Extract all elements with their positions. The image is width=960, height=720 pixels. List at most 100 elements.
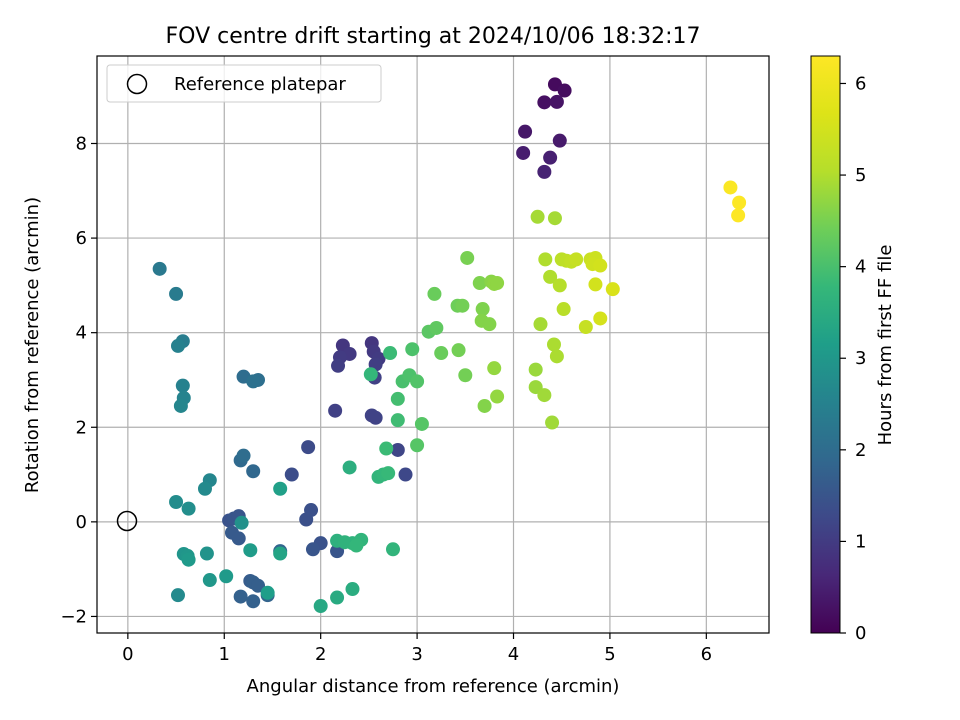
scatter-point [557, 83, 572, 98]
scatter-point [546, 337, 561, 352]
scatter-point [552, 133, 567, 148]
scatter-point [219, 569, 234, 584]
scatter-point [549, 349, 564, 364]
scatter-point [429, 320, 444, 335]
x-tick-label: 3 [411, 644, 422, 665]
x-tick-label: 1 [219, 644, 230, 665]
colorbar-tick-label: 4 [855, 257, 866, 278]
y-tick-label: 8 [76, 133, 87, 154]
scatter-point [390, 391, 405, 406]
scatter-point [405, 342, 420, 357]
scatter-point [434, 346, 449, 361]
scatter-point [246, 594, 261, 609]
scatter-point [723, 180, 738, 195]
legend-label: Reference platepar [174, 74, 346, 95]
scatter-point [273, 481, 288, 496]
scatter-point [530, 209, 545, 224]
colorbar-tick-label: 6 [855, 73, 866, 94]
scatter-point [363, 367, 378, 382]
scatter-point [379, 441, 394, 456]
scatter-point [330, 590, 345, 605]
scatter-point [556, 302, 571, 317]
scatter-point [342, 460, 357, 475]
reference-platepar-marker [116, 510, 138, 532]
scatter-point [246, 374, 261, 389]
scatter-point [427, 286, 442, 301]
scatter-point [410, 438, 425, 453]
y-axis-ticks: −2 0 2 4 6 8 [60, 133, 97, 627]
scatter-point [477, 398, 492, 413]
y-tick-label: 2 [76, 417, 87, 438]
scatter-point [552, 278, 567, 293]
scatter-point [349, 538, 364, 553]
scatter-point [170, 338, 185, 353]
scatter-point [578, 320, 593, 335]
scatter-point [390, 413, 405, 428]
scatter-point [199, 546, 214, 561]
legend: Reference platepar [106, 64, 382, 103]
scatter-point [175, 378, 190, 393]
scatter-point [518, 124, 533, 139]
scatter-point [234, 515, 249, 530]
scatter-point [313, 599, 328, 614]
scatter-point [301, 440, 316, 455]
scatter-point [545, 415, 560, 430]
scatter-point [390, 442, 405, 457]
scatter-point [251, 578, 266, 593]
scatter-point [243, 543, 258, 558]
scatter-point [181, 552, 196, 567]
scatter-point [451, 343, 466, 358]
scatter-point [528, 362, 543, 377]
scatter-point [537, 95, 552, 110]
scatter-point [537, 388, 552, 403]
scatter-point [543, 150, 558, 165]
y-tick-label: −2 [60, 606, 87, 627]
scatter-point [731, 208, 746, 223]
scatter-point [543, 269, 558, 284]
scatter-point [385, 542, 400, 557]
colorbar-tick-label: 1 [855, 531, 866, 552]
x-axis-label: Angular distance from reference (arcmin) [247, 676, 620, 697]
scatter-point [236, 448, 251, 463]
scatter-point [284, 467, 299, 482]
colorbar-tick-label: 5 [855, 165, 866, 186]
x-tick-label: 2 [315, 644, 326, 665]
scatter-point [345, 582, 360, 597]
plot-frame [96, 55, 770, 634]
scatter-point [169, 286, 184, 301]
scatter-point [588, 277, 603, 292]
scatter-point [181, 501, 196, 516]
x-tick-label: 4 [508, 644, 519, 665]
scatter-point [490, 276, 505, 291]
scatter-point [381, 466, 396, 481]
colorbar [810, 55, 841, 634]
scatter-point [475, 302, 490, 317]
scatter-point [410, 374, 425, 389]
scatter-point [169, 494, 184, 509]
scatter-point [414, 416, 429, 431]
x-tick-label: 6 [701, 644, 712, 665]
y-tick-label: 6 [76, 228, 87, 249]
scatter-point [331, 358, 346, 373]
scatter-point [231, 531, 246, 546]
scatter-point [605, 282, 620, 297]
scatter-point [458, 368, 473, 383]
scatter-point [537, 164, 552, 179]
scatter-point [490, 389, 505, 404]
colorbar-tick-label: 2 [855, 440, 866, 461]
scatter-point [152, 261, 167, 276]
scatter-point [533, 317, 548, 332]
colorbar-ticks: 0 1 2 3 4 5 6 [840, 73, 866, 644]
scatter-point [593, 258, 608, 273]
scatter-point [197, 481, 212, 496]
scatter-point [482, 317, 497, 332]
colorbar-label: Hours from first FF file [875, 245, 896, 446]
gridlines [97, 56, 769, 633]
scatter-point [383, 346, 398, 361]
scatter-point [273, 546, 288, 561]
scatter-point [472, 276, 487, 291]
scatter-point [547, 211, 562, 226]
scatter-point [549, 94, 564, 109]
scatter-point [398, 467, 413, 482]
scatter-point [487, 361, 502, 376]
